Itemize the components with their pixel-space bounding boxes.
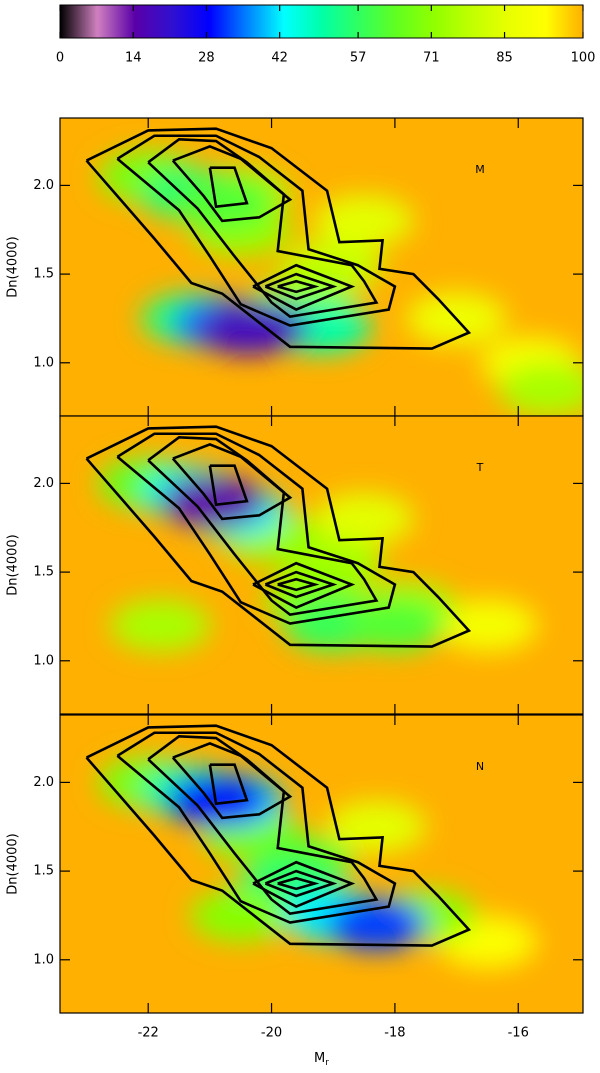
contour-line bbox=[85, 724, 472, 947]
panel bbox=[60, 118, 583, 416]
field-blob bbox=[326, 800, 427, 853]
field-blob bbox=[190, 889, 291, 942]
contour-line bbox=[147, 435, 379, 617]
x-label-sub: r bbox=[325, 1058, 329, 1068]
colorbar-tick-label: 42 bbox=[271, 51, 288, 66]
colorbar-tick-label: 57 bbox=[350, 51, 367, 66]
colorbar-tick-label: 100 bbox=[571, 51, 596, 66]
contour-line bbox=[277, 279, 320, 294]
y-axis-label: Dn(4000) bbox=[6, 236, 21, 297]
panel-label: N bbox=[476, 760, 484, 773]
y-tick-label: 1.0 bbox=[33, 653, 54, 668]
contour-line bbox=[85, 127, 472, 350]
field-blob bbox=[499, 363, 583, 416]
colorbar-tick-label: 71 bbox=[423, 51, 440, 66]
field-blob bbox=[314, 492, 415, 545]
y-tick-label: 1.5 bbox=[33, 864, 54, 879]
colorbar-tick-label: 28 bbox=[198, 51, 215, 66]
contour-line bbox=[116, 731, 397, 924]
colorbar-tick-label: 14 bbox=[125, 51, 142, 66]
contour-line bbox=[171, 741, 293, 820]
contour-line bbox=[147, 734, 379, 916]
colorbar-tick-label: 85 bbox=[496, 51, 513, 66]
contour-line bbox=[208, 464, 249, 507]
field-blob bbox=[344, 599, 445, 652]
contour-line bbox=[208, 166, 249, 209]
panel-frame bbox=[59, 415, 584, 715]
contour-line bbox=[252, 561, 356, 610]
field-blob bbox=[437, 599, 538, 652]
x-tick-label: -22 bbox=[138, 1026, 159, 1041]
y-tick-label: 1.5 bbox=[33, 565, 54, 580]
y-axis-label: Dn(4000) bbox=[6, 534, 21, 595]
field bbox=[98, 150, 583, 416]
contour-line bbox=[85, 425, 472, 648]
y-tick-label: 1.0 bbox=[33, 952, 54, 967]
y-tick-label: 1.0 bbox=[33, 355, 54, 370]
colorbar-tick-label: 0 bbox=[56, 51, 64, 66]
contour-line bbox=[277, 876, 320, 891]
contour-line bbox=[252, 860, 356, 909]
x-axis-label: Mr bbox=[314, 1051, 329, 1068]
contour-line bbox=[208, 763, 249, 806]
contour-line bbox=[116, 134, 397, 327]
y-tick-label: 1.5 bbox=[33, 267, 54, 282]
x-tick-label: -18 bbox=[384, 1026, 405, 1041]
contour-line bbox=[116, 432, 397, 625]
contour-line bbox=[147, 137, 379, 319]
y-axis-label: Dn(4000) bbox=[6, 833, 21, 894]
contour-line bbox=[264, 869, 338, 898]
x-tick-label: -16 bbox=[508, 1026, 529, 1041]
field-blob bbox=[314, 194, 415, 247]
panel bbox=[60, 416, 583, 714]
field-blob bbox=[196, 303, 297, 356]
contour-line bbox=[264, 272, 338, 301]
panel-label: M bbox=[475, 163, 485, 176]
panel-label: T bbox=[476, 461, 484, 474]
panel bbox=[60, 715, 583, 1013]
contour-line bbox=[252, 263, 356, 312]
panel-frame bbox=[59, 714, 584, 1014]
contour-line bbox=[264, 570, 338, 599]
field-blob bbox=[110, 599, 211, 652]
contour-line bbox=[171, 442, 293, 521]
contour-line bbox=[171, 144, 293, 223]
x-label-main: M bbox=[314, 1051, 325, 1066]
colorbar bbox=[59, 4, 584, 39]
contour-line bbox=[277, 577, 320, 592]
x-tick-label: -20 bbox=[261, 1026, 282, 1041]
y-tick-label: 2.0 bbox=[33, 775, 54, 790]
y-tick-label: 2.0 bbox=[33, 178, 54, 193]
y-tick-label: 2.0 bbox=[33, 476, 54, 491]
